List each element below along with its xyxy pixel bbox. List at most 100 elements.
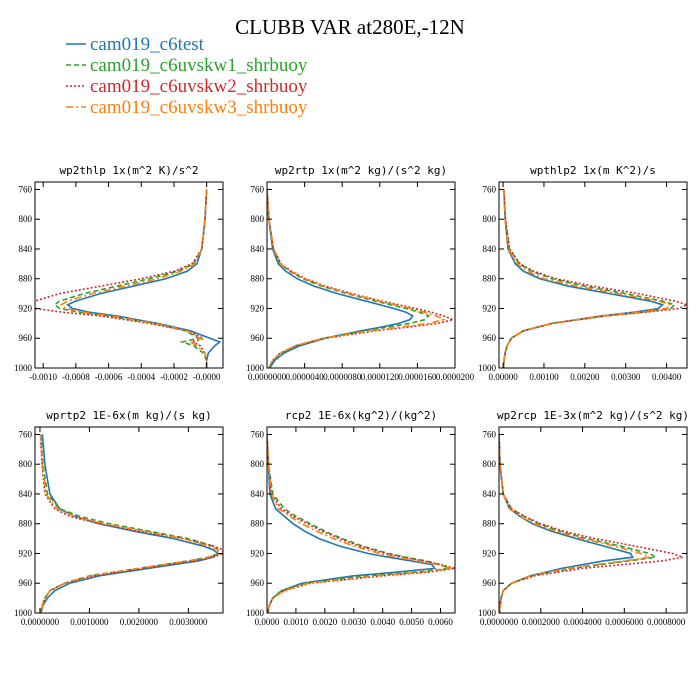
x-tick-label: 0.0000 (255, 617, 280, 627)
y-tick-label: 960 (19, 333, 33, 343)
x-tick-label: 0.0002000 (522, 617, 561, 627)
y-tick-label: 1000 (478, 363, 497, 373)
x-tick-label: 0.0050 (399, 617, 424, 627)
series-line (40, 434, 219, 613)
x-tick-label: 0.0000000 (480, 617, 519, 627)
plot-frame (266, 181, 456, 369)
y-tick-label: 880 (483, 519, 497, 529)
y-tick-label: 800 (19, 459, 33, 469)
x-tick-label: -0.0008 (62, 372, 90, 382)
panel-title: wpthlp2 1x(m K^2)/s (530, 164, 656, 177)
y-tick-label: 960 (251, 578, 265, 588)
y-tick-label: 920 (19, 548, 33, 558)
series-line (267, 434, 437, 613)
y-tick-label: 800 (19, 214, 33, 224)
series-line (499, 434, 634, 613)
x-tick-label: 0.0000080 (323, 372, 362, 382)
plot-frame (498, 181, 688, 369)
x-tick-label: 0.0020000 (120, 617, 159, 627)
y-tick-label: 1000 (14, 363, 33, 373)
x-tick-label: 0.00300 (611, 372, 641, 382)
y-tick-label: 960 (483, 578, 497, 588)
y-tick-label: 760 (19, 184, 33, 194)
panel-title: wp2rtp 1x(m^2 kg)/(s^2 kg) (275, 164, 447, 177)
y-tick-label: 760 (251, 184, 265, 194)
x-tick-label: 0.00200 (570, 372, 600, 382)
y-tick-label: 800 (483, 214, 497, 224)
x-tick-label: 0.0000160 (398, 372, 437, 382)
legend-label: cam019_c6uvskw3_shrbuoy (90, 97, 308, 118)
x-tick-label: 0.0040 (370, 617, 395, 627)
y-tick-label: 920 (251, 303, 265, 313)
x-tick-label: 0.0000000 (248, 372, 287, 382)
series-line (499, 434, 686, 613)
y-tick-label: 1000 (14, 608, 33, 618)
legend-label: cam019_c6test (90, 34, 205, 55)
panel-title: wp2thlp 1x(m^2 K)/s^2 (59, 164, 198, 177)
series-line (267, 189, 447, 368)
y-tick-label: 880 (19, 519, 33, 529)
figure-title: CLUBB VAR at280E,-12N (235, 15, 465, 39)
y-tick-label: 880 (251, 519, 265, 529)
series-line (267, 189, 455, 368)
legend-entry: cam019_c6uvskw2_shrbuoy (66, 76, 308, 97)
x-tick-label: 0.0020 (312, 617, 337, 627)
y-tick-label: 920 (483, 303, 497, 313)
series-line (267, 189, 414, 368)
y-tick-label: 760 (483, 429, 497, 439)
series-line (53, 189, 208, 368)
series-line (267, 434, 453, 613)
legend-label: cam019_c6uvskw1_shrbuoy (90, 55, 308, 76)
x-tick-label: 0.00000 (488, 372, 518, 382)
y-tick-label: 840 (19, 244, 33, 254)
y-tick-label: 880 (483, 274, 497, 284)
panel-title: rcp2 1E-6x(kg^2)/(kg^2) (285, 409, 437, 422)
panel-title: wp2rcp 1E-3x(m^2 kg)/(s^2 kg) (497, 409, 689, 422)
series-line (40, 434, 220, 613)
series-line (66, 189, 222, 368)
x-tick-label: 0.0000120 (361, 372, 400, 382)
y-tick-label: 800 (251, 459, 265, 469)
y-tick-label: 760 (19, 429, 33, 439)
y-tick-label: 960 (483, 333, 497, 343)
y-tick-label: 840 (251, 244, 265, 254)
y-tick-label: 1000 (246, 363, 265, 373)
y-tick-label: 800 (483, 459, 497, 469)
x-tick-label: 0.0000200 (436, 372, 475, 382)
panel-title: wprtp2 1E-6x(m kg)/(s kg) (46, 409, 212, 422)
y-tick-label: 960 (251, 333, 265, 343)
x-tick-label: -0.0010 (29, 372, 57, 382)
y-tick-label: 880 (19, 274, 33, 284)
y-tick-label: 800 (251, 214, 265, 224)
plot-frame (34, 181, 224, 369)
x-tick-label: 0.0000000 (21, 617, 60, 627)
legend-entry: cam019_c6uvskw3_shrbuoy (66, 97, 308, 118)
panel: wprtp2 1E-6x(m kg)/(s kg) 760 800 840 880 920… (14, 409, 224, 627)
legend-entry: cam019_c6uvskw1_shrbuoy (66, 55, 308, 76)
plot-frame (34, 426, 224, 614)
x-tick-label: -0.0002 (160, 372, 188, 382)
series-line (59, 189, 208, 368)
panel: wpthlp2 1x(m K^2)/s 760 800 840 880 920 960 100… (478, 164, 688, 382)
y-tick-label: 840 (251, 489, 265, 499)
y-tick-label: 840 (19, 489, 33, 499)
x-tick-label: 0.0000040 (285, 372, 324, 382)
legend-entry: cam019_c6test (66, 34, 205, 55)
panel: rcp2 1E-6x(kg^2)/(kg^2) 760 800 840 880 920 96… (246, 409, 456, 627)
y-tick-label: 1000 (478, 608, 497, 618)
series-line (39, 434, 223, 613)
y-tick-label: 1000 (246, 608, 265, 618)
x-tick-label: 0.0060 (428, 617, 453, 627)
series-line (499, 434, 653, 613)
panels: wp2thlp 1x(m^2 K)/s^2 760 800 840 880 920 960 1… (14, 164, 689, 627)
plot-frame (498, 426, 688, 614)
series-line (502, 189, 687, 368)
y-tick-label: 920 (251, 548, 265, 558)
series-line (35, 189, 208, 368)
x-tick-label: 0.0004000 (563, 617, 602, 627)
panel: wp2rtp 1x(m^2 kg)/(s^2 kg) 760 800 840 880 92… (246, 164, 475, 382)
panel: wp2thlp 1x(m^2 K)/s^2 760 800 840 880 920 960 1… (14, 164, 224, 382)
x-tick-label: 0.00100 (529, 372, 559, 382)
x-tick-label: 0.0030000 (169, 617, 208, 627)
